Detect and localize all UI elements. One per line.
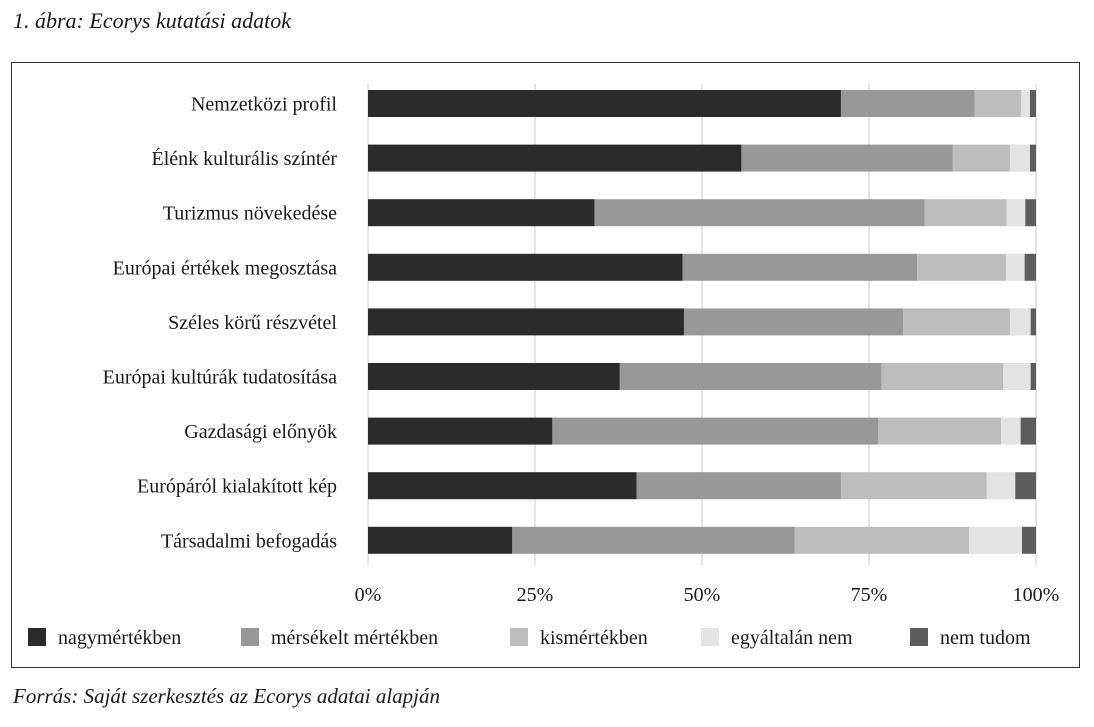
category-label: Széles körű részvétel [168,312,337,334]
bar-segment [840,472,987,500]
bar-segment [1024,253,1036,281]
bar-segment [974,90,1022,117]
category-label: Gazdasági előnyök [184,421,337,443]
legend-swatch [701,628,719,646]
figure-caption: 1. ábra: Ecorys kutatási adatok [13,8,292,33]
bar-segment [986,472,1016,500]
bar-segment [368,144,742,172]
bar-segment [1029,144,1036,172]
bar-segment [1005,253,1025,281]
bar-segment [1029,90,1036,117]
category-label: Európáról kialakított kép [137,476,337,498]
bar-segment [1009,308,1031,336]
bar-segment [1021,90,1030,117]
bars [368,90,1036,554]
bar-segment [1021,526,1036,554]
bar-segment [878,417,1002,445]
x-tick-label: 75% [851,584,888,606]
bar-segment [1015,472,1036,500]
category-label: Társadalmi befogadás [161,530,337,552]
legend-label: nem tudom [940,627,1031,649]
x-tick-label: 100% [1013,584,1060,606]
legend-swatch [910,628,928,646]
legend-swatch [241,628,259,646]
bar-segment [368,472,637,500]
bar-segment [368,363,620,390]
bar-segment [917,253,1006,281]
bar-segment [682,253,918,281]
bar-segment [552,417,879,445]
figure-source: Forrás: Saját szerkesztés az Ecorys adat… [13,684,440,708]
legend-label: nagymértékben [58,627,181,649]
bar-segment [1009,144,1030,172]
bar-segment [683,308,904,336]
x-tick-label: 25% [517,584,554,606]
bar-segment [1020,417,1036,445]
bar-segment [969,526,1022,554]
bar-segment [924,199,1007,227]
category-labels: Nemzetközi profil Élénk kulturális színté… [103,94,338,553]
legend-label: egyáltalán nem [731,627,853,649]
x-tick-label: 0% [355,584,382,606]
bar-segment [368,90,841,117]
bar-segment [1030,363,1036,390]
legend-swatch [510,628,528,646]
bar-segment [1001,417,1021,445]
category-label: Turizmus növekedése [163,203,337,225]
bar-segment [368,526,513,554]
bar-segment [794,526,970,554]
bar-segment [636,472,841,500]
x-tick-label: 50% [684,584,721,606]
category-label: Európai értékek megosztása [113,257,337,279]
bar-segment [594,199,925,227]
bar-segment [903,308,1010,336]
bar-segment [1025,199,1036,227]
chart-frame [11,62,1080,668]
bar-segment [368,253,683,281]
bar-segment [1006,199,1026,227]
bar-segment [840,90,975,117]
bar-segment [741,144,953,172]
bar-segment [881,363,1004,390]
bar-segment [368,199,595,227]
bar-segment [368,417,553,445]
category-label: Nemzetközi profil [191,94,337,116]
x-axis-ticks: 0% 25% 50% 75% 100% [355,584,1060,606]
bar-segment [619,363,882,390]
bar-segment [512,526,795,554]
legend: nagymértékben mérsékelt mértékben kismérté… [28,627,1031,649]
legend-swatch [28,628,46,646]
legend-label: kismértékben [540,627,648,649]
category-label: Európai kultúrák tudatosítása [103,367,338,389]
bar-segment [952,144,1010,172]
bar-segment [1030,308,1036,336]
bar-segment [1003,363,1031,390]
bar-segment [368,308,684,336]
legend-label: mérsékelt mértékben [271,627,438,649]
category-label: Élénk kulturális színtér [151,147,337,170]
